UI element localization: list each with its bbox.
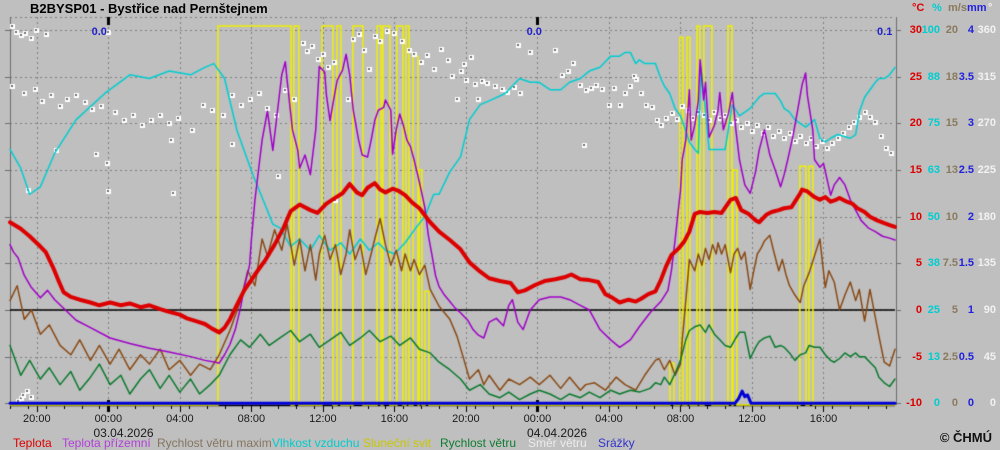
axis-label-precip: 2.5: [958, 163, 974, 176]
time-tick-label: 04:00: [595, 413, 623, 425]
legend-item-sr-ky: Srážky: [598, 436, 635, 450]
axis-label-temperature: -10: [906, 397, 922, 410]
axis-label-humidity: 13: [927, 350, 940, 363]
axis-label-humidity: 25: [927, 303, 940, 316]
precip-daily-total: 0.0: [91, 26, 107, 38]
axis-header-wind: m/s: [948, 2, 967, 14]
copyright-label: © ČHMÚ: [939, 430, 992, 445]
time-tick-label: 16:00: [380, 413, 409, 425]
axis-label-temperature: 25: [909, 70, 922, 83]
axis-label-precip: 0.5: [958, 350, 974, 363]
axis-label-direction: 0: [989, 397, 996, 410]
axis-label-temperature: 5: [915, 257, 922, 270]
time-tick-label: 20:00: [23, 413, 51, 425]
axis-label-wind: 5: [951, 303, 958, 316]
time-tick-label: 12:00: [738, 413, 766, 425]
axis-label-direction: 135: [977, 257, 996, 270]
axis-label-wind: 2.5: [942, 350, 958, 363]
date-label: 04.04.2026: [527, 426, 588, 440]
axis-label-wind: 18: [945, 70, 958, 83]
axis-label-wind: 0: [951, 397, 958, 410]
time-tick-label: 04:00: [166, 413, 194, 425]
time-tick-label: 16:00: [809, 413, 838, 425]
axis-label-humidity: 0: [933, 397, 940, 410]
axis-header-humidity: %: [932, 2, 942, 14]
time-tick-label: 08:00: [237, 413, 266, 425]
axis-label-precip: 0: [967, 397, 974, 410]
axis-label-humidity: 50: [927, 210, 940, 223]
axis-label-direction: 90: [983, 303, 996, 316]
axis-label-precip: 2: [967, 210, 974, 223]
axis-label-precip: 1: [967, 303, 974, 316]
axis-header-precip: mm: [967, 2, 987, 14]
axis-label-temperature: 20: [909, 117, 922, 130]
axis-label-direction: 360: [977, 24, 996, 36]
axis-label-temperature: 10: [909, 210, 922, 223]
legend-item-rychlost-v-tru: Rychlost větru: [440, 436, 517, 450]
legend-item-sm-r-v-tru: Směr větru: [528, 436, 587, 450]
axis-label-wind: 15: [945, 117, 958, 130]
axis-header-temperature: °C: [912, 2, 925, 14]
axis-label-humidity: 100: [921, 24, 940, 36]
axis-label-temperature: 0: [915, 303, 922, 316]
axis-label-humidity: 38: [927, 257, 940, 270]
axis-label-humidity: 88: [927, 70, 940, 83]
axis-label-direction: 315: [977, 70, 996, 83]
legend-item-slune-n-svit: Sluneční svit: [363, 436, 432, 450]
axis-label-humidity: 75: [927, 117, 940, 130]
axis-label-precip: 1.5: [958, 257, 974, 270]
axis-label-temperature: 15: [909, 163, 922, 176]
axis-label-precip: 4: [967, 24, 974, 36]
axis-label-precip: 3.5: [958, 70, 974, 83]
precip-daily-total: 0.0: [526, 26, 542, 38]
axis-label-wind: 13: [945, 163, 958, 176]
axis-label-temperature: -5: [912, 350, 922, 363]
legend-item-teplota-p-zemn-: Teplota přízemní: [62, 436, 151, 450]
legend-item-teplota: Teplota: [13, 436, 52, 450]
page-title: B2BYSP01 - Bystřice nad Pernštejnem: [30, 1, 268, 16]
axis-label-wind: 7.5: [942, 257, 958, 270]
axis-header-direction: °: [988, 2, 993, 14]
time-tick-label: 00:00: [94, 413, 123, 425]
precip-daily-total: 0.1: [877, 26, 893, 38]
time-tick-label: 12:00: [309, 413, 337, 425]
date-label: 03.04.2026: [93, 426, 154, 440]
time-tick-label: 20:00: [452, 413, 480, 425]
axis-label-direction: 270: [977, 117, 996, 130]
time-tick-label: 00:00: [523, 413, 552, 425]
axis-label-wind: 10: [945, 210, 958, 223]
axis-label-precip: 3: [967, 117, 974, 130]
axis-label-direction: 225: [977, 163, 996, 176]
axis-label-temperature: 30: [909, 24, 922, 36]
time-tick-label: 08:00: [666, 413, 695, 425]
axis-label-direction: 45: [983, 350, 996, 363]
legend-item-rychlost-v-tru-maxim: Rychlost větru maxim: [157, 436, 272, 450]
axis-label-humidity: 63: [927, 163, 940, 176]
legend-item-vlhkost-vzduchu: Vlhkost vzduchu: [272, 436, 360, 450]
axis-label-wind: 20: [945, 24, 958, 36]
axis-label-direction: 180: [977, 210, 996, 223]
